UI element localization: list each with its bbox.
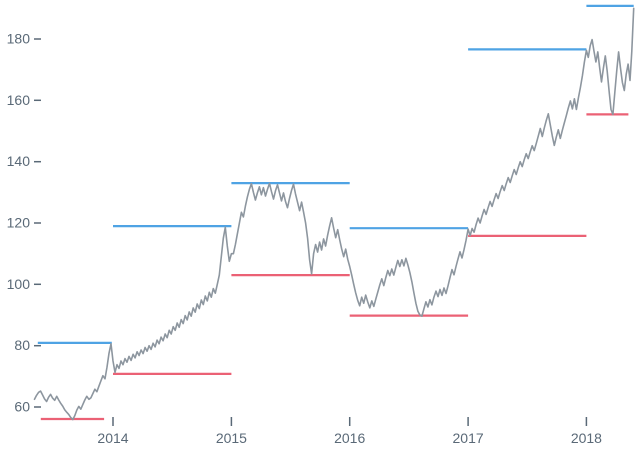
price-line [33, 7, 635, 421]
y-axis-label-160: 160 [7, 92, 31, 108]
y-axis-label-100: 100 [7, 276, 31, 292]
y-axis-label-140: 140 [7, 153, 31, 169]
y-axis-label-80: 80 [14, 337, 30, 353]
x-axis-label-2018: 2018 [571, 430, 602, 446]
y-axis-label-120: 120 [7, 215, 31, 231]
x-axis-label-2017: 2017 [453, 430, 484, 446]
x-axis-label-2016: 2016 [334, 430, 365, 446]
x-axis-label-2014: 2014 [97, 430, 128, 446]
x-axis-label-2015: 2015 [216, 430, 247, 446]
y-axis-label-60: 60 [14, 399, 30, 415]
y-axis-label-180: 180 [7, 31, 31, 47]
